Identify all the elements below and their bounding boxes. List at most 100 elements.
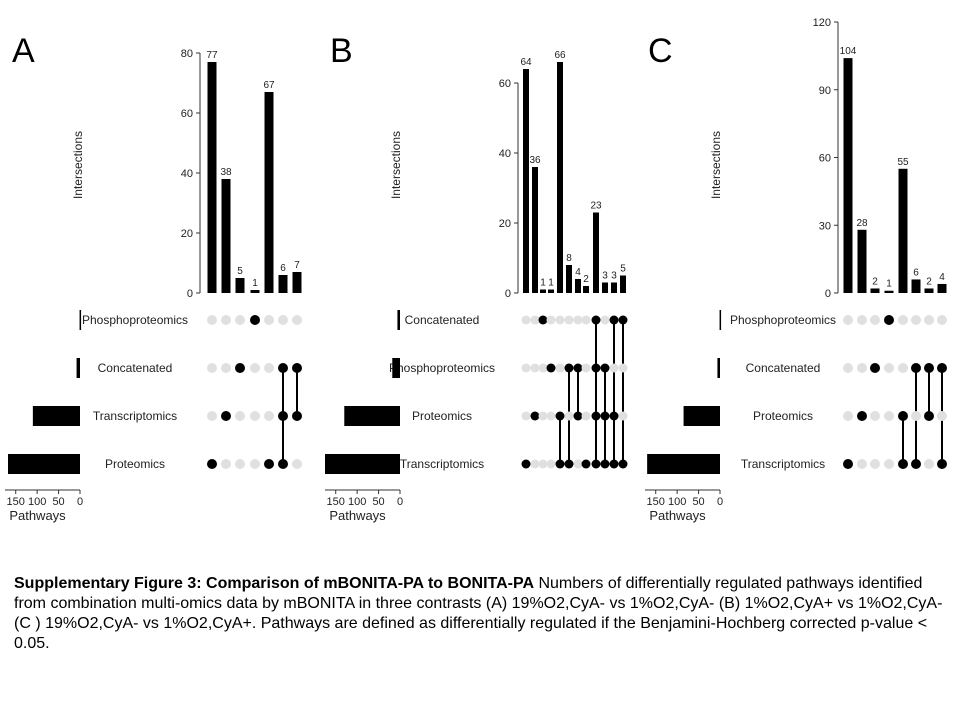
panel-a-set-label: Concatenated [98, 361, 173, 375]
panel-c-y-tick-label: 0 [825, 288, 831, 300]
panel-c-letter: C [648, 32, 673, 70]
panel-c-dot-inactive [898, 315, 908, 325]
panel-b-dot-inactive [521, 363, 531, 373]
panel-c-bar-label: 104 [840, 46, 857, 57]
panel-c-size-tick-label: 100 [668, 496, 686, 508]
panel-b-y-tick-label: 20 [499, 218, 511, 230]
panel-a-size-tick-label: 0 [77, 496, 83, 508]
panel-c-dot-active [843, 459, 853, 469]
panel-c-bar-label: 28 [856, 218, 868, 229]
panel-c-dot-inactive [937, 411, 947, 421]
panel-c-set-size-bar [647, 454, 720, 474]
panel-a-size-tick-label: 100 [28, 496, 46, 508]
panel-c-y-tick-label: 90 [819, 85, 831, 97]
panel-c-dot-inactive [870, 411, 880, 421]
panel-a-y-tick-label: 80 [181, 48, 193, 60]
panel-c-bar-label: 2 [926, 276, 932, 287]
panel-b-dot-inactive [564, 411, 574, 421]
panel-c-bar [937, 283, 947, 293]
panel-a-bar [264, 92, 274, 293]
panel-b-dot-active [609, 459, 619, 469]
panel-b-set-size-bar [397, 310, 400, 330]
panel-a-dot-inactive [235, 411, 245, 421]
panel-b-dot-active [546, 363, 556, 373]
panel-a-y-label: Intersections [71, 131, 85, 199]
panel-b-dot-active [591, 411, 601, 421]
panel-a-bar-label: 38 [220, 167, 232, 178]
panel-a-dot-inactive [278, 315, 288, 325]
panel-a-y-tick-label: 60 [181, 108, 193, 120]
panel-c-bar [857, 229, 867, 293]
panel-c-dot-active [937, 363, 947, 373]
panel-b-bar [557, 62, 563, 293]
panel-a-bar [221, 179, 231, 293]
panel-a-dot-active [264, 459, 274, 469]
panel-b-set-label: Proteomics [412, 409, 472, 423]
panel-b-dot-inactive [538, 411, 548, 421]
panel-c-dot-inactive [870, 459, 880, 469]
panel-c-set-size-bar [717, 358, 720, 378]
panel-c-dot-inactive [870, 315, 880, 325]
panel-c-bar-label: 55 [897, 157, 909, 168]
panel-a-dot-inactive [250, 411, 260, 421]
panel-c-dot-inactive [884, 411, 894, 421]
panel-c-dot-inactive [911, 411, 921, 421]
panel-b-dot-active [564, 459, 574, 469]
panel-b-dot-active [600, 411, 610, 421]
panel-a-set-size-bar [79, 310, 82, 330]
panel-b-bar [611, 282, 617, 293]
panel-c-dot-active [884, 315, 894, 325]
panel-b-y-tick-label: 0 [505, 288, 511, 300]
panel-a-dot-inactive [207, 315, 217, 325]
panel-c-set-label: Proteomics [753, 409, 813, 423]
panel-a-dot-inactive [235, 315, 245, 325]
panel-a-dot-active [221, 411, 231, 421]
panel-c-dot-inactive [843, 315, 853, 325]
panel-b-dot-inactive [573, 315, 583, 325]
panel-a-dot-inactive [264, 315, 274, 325]
panel-c-size-tick-label: 0 [717, 496, 723, 508]
panel-c-set-size-bar [719, 310, 722, 330]
panel-b-set-size-bar [344, 406, 400, 426]
panel-a-set-label: Transcriptomics [93, 409, 177, 423]
panel-a-dot-inactive [292, 315, 302, 325]
panel-b-dot-active [538, 315, 548, 325]
panel-c-dot-inactive [857, 363, 867, 373]
panel-a-dot-inactive [221, 315, 231, 325]
panel-b-dot-inactive [618, 411, 628, 421]
panel-b-y-tick-label: 40 [499, 148, 511, 160]
panel-b-bar [523, 69, 529, 293]
panel-b-bar-label: 5 [620, 264, 626, 275]
panel-c-bar [924, 288, 934, 293]
panel-c-y-tick-label: 120 [813, 17, 831, 29]
panel-b-dot-inactive [555, 315, 565, 325]
panel-a-bar [250, 290, 260, 293]
panel-a-dot-active [292, 411, 302, 421]
panel-b-bar-label: 1 [540, 278, 546, 289]
panel-a-dot-active [250, 315, 260, 325]
panel-b-dot-inactive [546, 411, 556, 421]
panel-c-set-label: Phosphoproteomics [730, 313, 836, 327]
panel-b-set-label: Transcriptomics [400, 457, 484, 471]
panel-c-bar [884, 290, 894, 293]
panel-b-dot-inactive [530, 459, 540, 469]
panel-a-set-label: Proteomics [105, 457, 165, 471]
panel-b-dot-active [555, 411, 565, 421]
panel-a-dot-active [278, 459, 288, 469]
panel-b-bar-label: 2 [583, 274, 589, 285]
panel-c-y-tick-label: 60 [819, 153, 831, 165]
panel-b-bar-label: 1 [548, 278, 554, 289]
panel-c-bar-label: 2 [872, 276, 878, 287]
panel-b-size-tick-label: 150 [327, 496, 345, 508]
panel-b-bar [548, 289, 554, 293]
panel-b-size-tick-label: 50 [372, 496, 384, 508]
panel-c-bar [911, 279, 921, 293]
panel-b-dot-active [600, 363, 610, 373]
panel-c-dot-inactive [857, 459, 867, 469]
panel-b-dot-active [573, 363, 583, 373]
panel-c-bar-label: 1 [886, 279, 892, 290]
panel-a-dot-inactive [250, 363, 260, 373]
panel-a-dot-inactive [235, 459, 245, 469]
panel-b-dot-inactive [538, 459, 548, 469]
